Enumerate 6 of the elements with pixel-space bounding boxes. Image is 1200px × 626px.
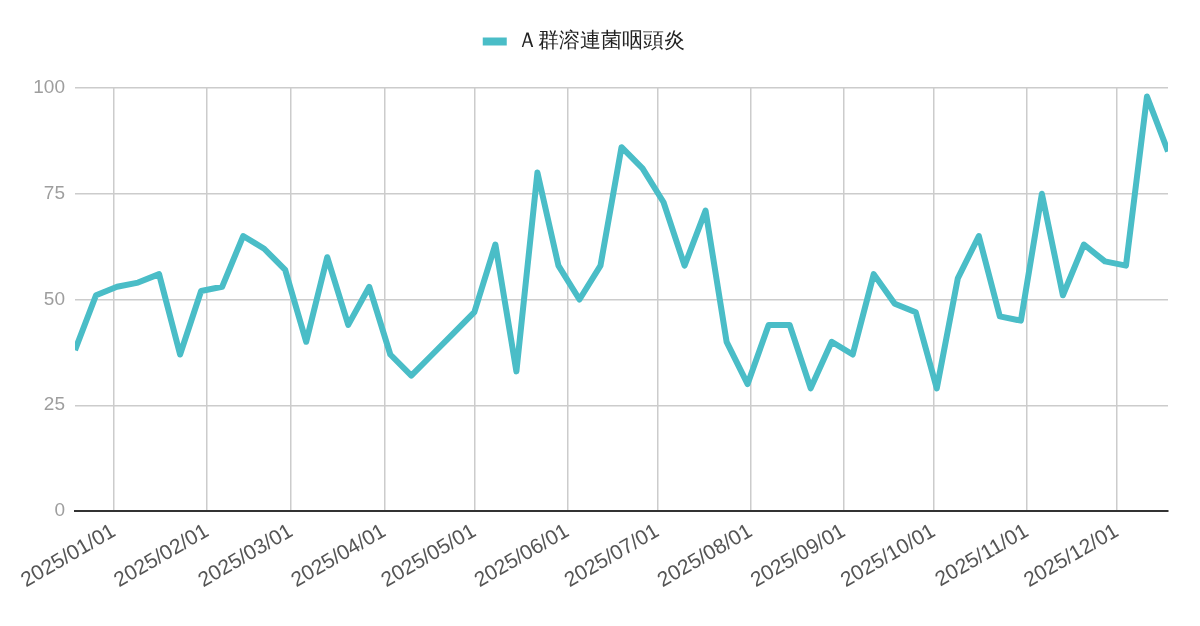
- y-tick-label: 50: [43, 287, 65, 309]
- y-tick-label: 25: [43, 393, 65, 415]
- legend-label: Ａ群溶連菌咽頭炎: [517, 28, 686, 52]
- y-tick-label: 0: [54, 499, 65, 521]
- y-tick-label: 75: [43, 181, 65, 203]
- y-tick-label: 100: [33, 76, 65, 98]
